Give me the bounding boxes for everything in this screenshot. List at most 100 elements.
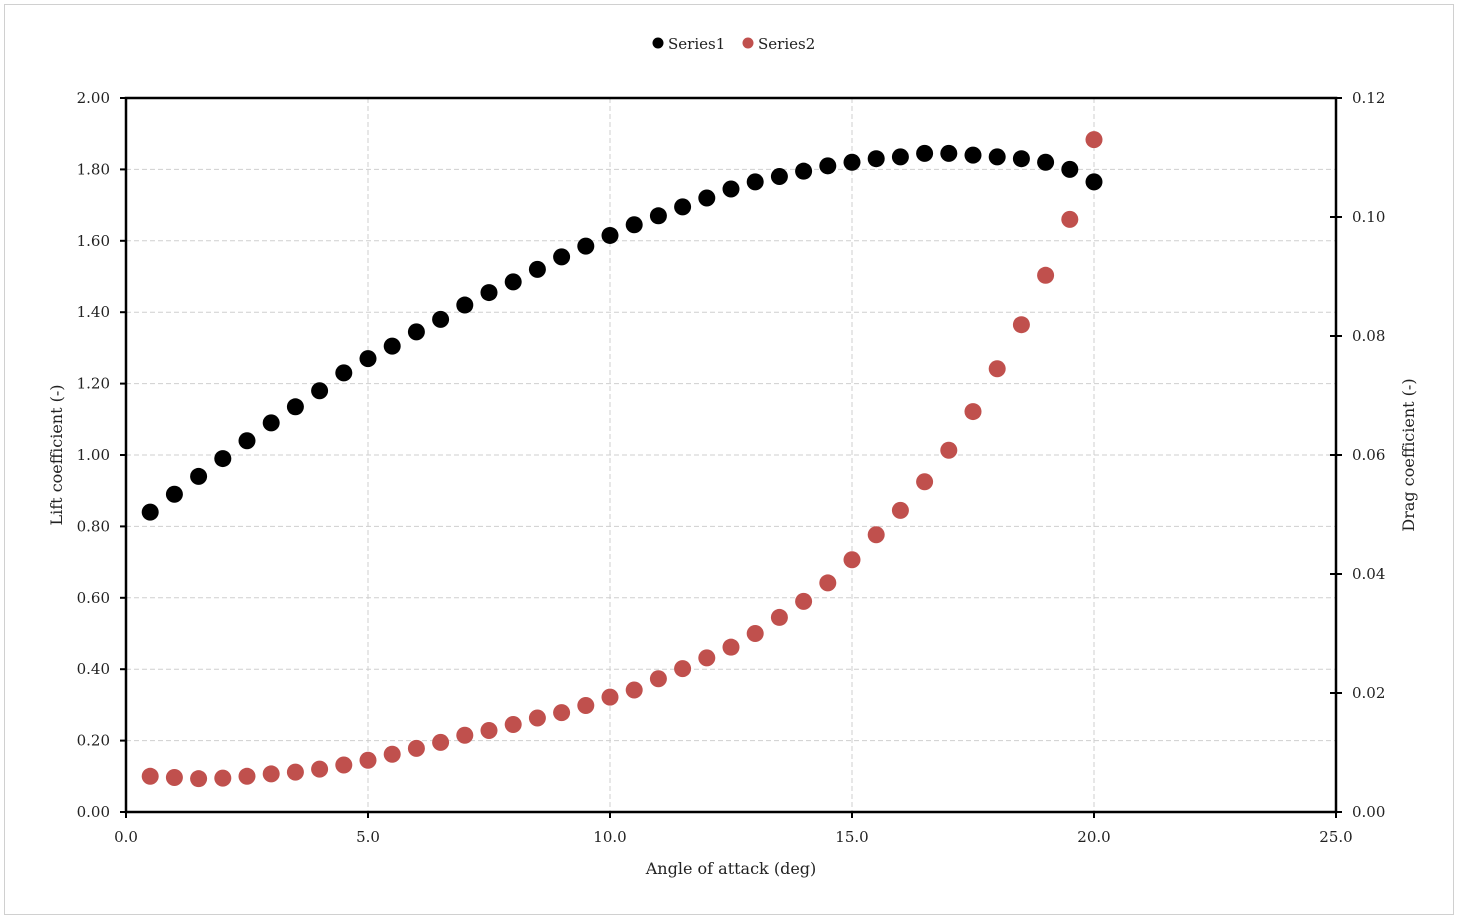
series1-point bbox=[746, 173, 764, 191]
series1-point bbox=[238, 432, 256, 450]
series2-point bbox=[770, 608, 788, 626]
y2-tick-label: 0.12 bbox=[1352, 89, 1385, 107]
series1-point bbox=[819, 157, 837, 175]
series1-point bbox=[940, 144, 958, 162]
y2-tick-label: 0.08 bbox=[1352, 327, 1385, 345]
y-tick-label: 0.80 bbox=[77, 517, 110, 535]
series1-point bbox=[674, 198, 692, 216]
series1-point bbox=[311, 382, 329, 400]
axes-layer bbox=[120, 96, 1342, 818]
series2-point bbox=[843, 551, 861, 569]
series1-point bbox=[286, 398, 304, 416]
series2-point bbox=[480, 721, 498, 739]
y-tick-label: 1.20 bbox=[77, 375, 110, 393]
legend-marker-series2 bbox=[742, 37, 754, 49]
series2-point bbox=[964, 403, 982, 421]
x-axis-title: Angle of attack (deg) bbox=[645, 859, 817, 878]
series2-point bbox=[674, 660, 692, 678]
legend-marker-series1 bbox=[652, 37, 664, 49]
legend: Series1 Series2 bbox=[652, 35, 815, 53]
series1-point bbox=[770, 168, 788, 186]
series1-point bbox=[795, 162, 813, 180]
series2-point bbox=[940, 441, 958, 459]
series1-point bbox=[504, 273, 522, 291]
series1-point bbox=[722, 180, 740, 198]
y2-tick-label: 0.02 bbox=[1352, 684, 1385, 702]
series1-point bbox=[141, 503, 159, 521]
series1-point bbox=[335, 364, 353, 382]
series2-point bbox=[335, 756, 353, 774]
y-tick-label: 0.20 bbox=[77, 732, 110, 750]
series2-point bbox=[286, 763, 304, 781]
series1-point bbox=[1012, 150, 1030, 168]
series2-point bbox=[625, 681, 643, 699]
series1-point bbox=[577, 237, 595, 255]
legend-label-series2: Series2 bbox=[758, 35, 815, 53]
series2-point bbox=[649, 670, 667, 688]
series1-point bbox=[553, 248, 571, 266]
series1-point bbox=[190, 467, 208, 485]
y-tick-label: 0.00 bbox=[77, 803, 110, 821]
series1-point bbox=[383, 337, 401, 355]
x-tick-label: 5.0 bbox=[356, 828, 380, 846]
series1-point bbox=[988, 148, 1006, 166]
plot-area-border bbox=[124, 96, 1338, 814]
series1-point bbox=[359, 350, 377, 368]
series1-point bbox=[867, 150, 885, 168]
y-tick-label: 1.80 bbox=[77, 160, 110, 178]
y-tick-label: 0.40 bbox=[77, 660, 110, 678]
series2-point bbox=[359, 751, 377, 769]
series2-point bbox=[722, 638, 740, 656]
series2-point bbox=[601, 688, 619, 706]
series1-point bbox=[214, 450, 232, 468]
x-tick-label: 0.0 bbox=[114, 828, 138, 846]
series2-point bbox=[1037, 266, 1055, 284]
series2-point bbox=[383, 745, 401, 763]
series1-point bbox=[1085, 173, 1103, 191]
series2-point bbox=[988, 360, 1006, 378]
labels-layer: 0.00 0.20 0.40 0.60 0.80 1.00 1.20 1.40 1.60 1.80… bbox=[47, 89, 1418, 878]
series2-point bbox=[456, 726, 474, 744]
series2-point bbox=[141, 767, 159, 785]
series2-point bbox=[165, 768, 183, 786]
y2-tick-label: 0.00 bbox=[1352, 803, 1385, 821]
series2-point bbox=[262, 765, 280, 783]
series1-point bbox=[891, 148, 909, 166]
y-tick-label: 1.60 bbox=[77, 232, 110, 250]
series1-point bbox=[165, 485, 183, 503]
series2-point bbox=[1012, 316, 1030, 334]
series1-point bbox=[456, 296, 474, 314]
marks-layer bbox=[141, 131, 1103, 788]
series2-point bbox=[577, 696, 595, 714]
y-tick-label: 2.00 bbox=[77, 89, 110, 107]
series1-point bbox=[843, 153, 861, 171]
series1-point bbox=[262, 414, 280, 432]
series2-point bbox=[238, 767, 256, 785]
y2-axis-title: Drag coefficient (-) bbox=[1399, 378, 1418, 531]
series2-point bbox=[432, 733, 450, 751]
series1-point bbox=[1037, 153, 1055, 171]
y-tick-label: 1.40 bbox=[77, 303, 110, 321]
series2-point bbox=[190, 770, 208, 788]
series1-point bbox=[407, 323, 425, 341]
x-tick-label: 20.0 bbox=[1077, 828, 1110, 846]
x-tick-label: 10.0 bbox=[593, 828, 626, 846]
x-tick-label: 25.0 bbox=[1319, 828, 1352, 846]
series1-point bbox=[916, 144, 934, 162]
legend-label-series1: Series1 bbox=[668, 35, 725, 53]
y2-tick-label: 0.06 bbox=[1352, 446, 1385, 464]
series1-point bbox=[1061, 160, 1079, 178]
series2-point bbox=[504, 716, 522, 734]
series1-point bbox=[528, 260, 546, 278]
series1-point bbox=[432, 310, 450, 328]
series1-point bbox=[625, 216, 643, 234]
series1-point bbox=[601, 226, 619, 244]
y-axis-title: Lift coefficient (-) bbox=[47, 385, 66, 526]
grid-layer bbox=[126, 98, 1336, 812]
series2-point bbox=[407, 739, 425, 757]
series2-point bbox=[916, 473, 934, 491]
series1-point bbox=[649, 207, 667, 225]
series2-point bbox=[528, 709, 546, 727]
series2-point bbox=[746, 625, 764, 642]
